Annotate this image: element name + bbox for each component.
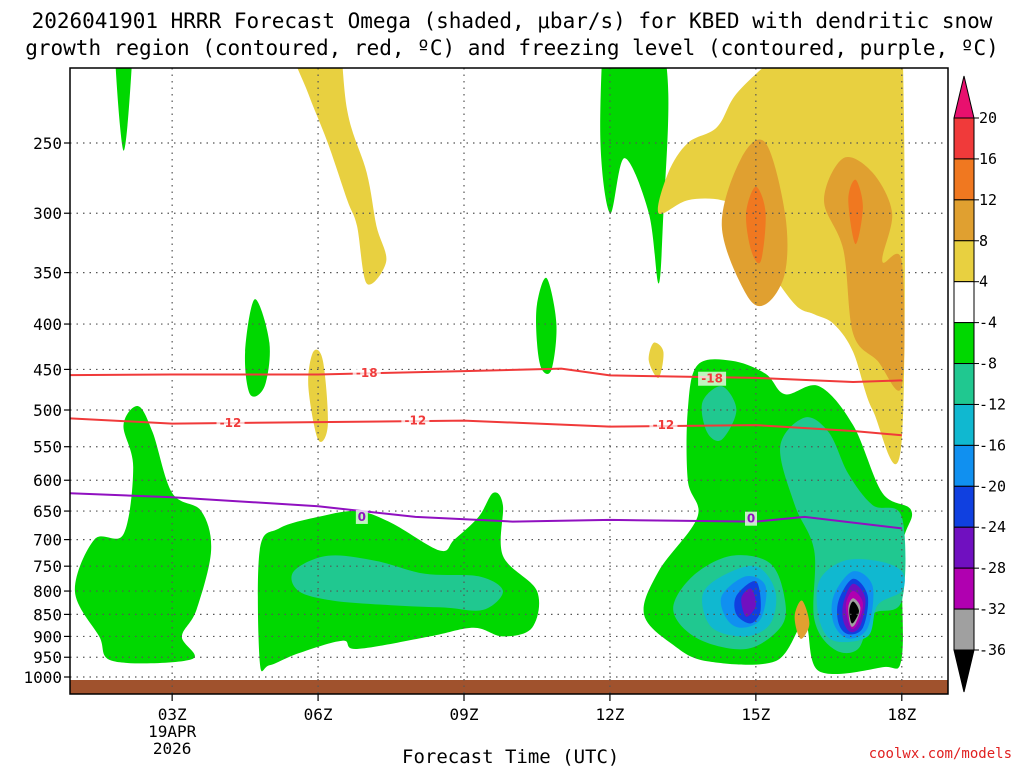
- y-tick-label-250: 250: [33, 134, 62, 153]
- y-tick-label-300: 300: [33, 204, 62, 223]
- chart-title: 2026041901 HRRR Forecast Omega (shaded, …: [0, 8, 1024, 62]
- colorbar-tick-label-12: -32: [979, 600, 1006, 618]
- contour-line-2: [70, 492, 902, 530]
- colorbar-segment-12: [953, 567, 975, 610]
- y-tick-label-1000: 1000: [23, 668, 62, 687]
- colorbar-segment-13: [953, 608, 975, 651]
- y-tick-label-550: 550: [33, 438, 62, 457]
- contour-label-bg-5: [355, 509, 368, 524]
- colorbar-tick-label-6: -8: [979, 355, 997, 373]
- omega-shading: -18 -18 -12 -12 -12 0 0: [70, 68, 948, 694]
- omega-region-23: [308, 349, 328, 442]
- x-axis-label: Forecast Time (UTC): [402, 746, 620, 768]
- y-tick-label-950: 950: [33, 648, 62, 667]
- omega-region-2: [244, 299, 270, 397]
- colorbar-segment-3: [953, 199, 975, 242]
- colorbar-tick-label-10: -24: [979, 518, 1006, 536]
- y-tick-label-600: 600: [33, 471, 62, 490]
- omega-region-22: [297, 68, 387, 285]
- x-tick-label-15Z: 15Z: [741, 705, 770, 724]
- x-tick-label-09Z: 09Z: [450, 705, 479, 724]
- omega-region-30: [848, 179, 863, 245]
- omega-region-0: [115, 68, 132, 151]
- chart-title-line1: 2026041901 HRRR Forecast Omega (shaded, …: [31, 9, 993, 33]
- colorbar-segment-9: [953, 444, 975, 487]
- omega-region-4: [536, 277, 557, 374]
- colorbar-segment-7: [953, 363, 975, 405]
- y-tick-label-900: 900: [33, 627, 62, 646]
- y-tick-label-400: 400: [33, 315, 62, 334]
- omega-region-27: [824, 156, 905, 391]
- y-tick-label-700: 700: [33, 531, 62, 550]
- colorbar-segment-2: [953, 158, 975, 201]
- colorbar-tick-label-4: 4: [979, 273, 988, 291]
- contour-line-1: [70, 417, 902, 437]
- omega-region-28: [794, 600, 810, 639]
- colorbar-top-arrow: [953, 75, 975, 119]
- y-tick-label-750: 750: [33, 557, 62, 576]
- colorbar-tick-label-7: -12: [979, 395, 1006, 413]
- y-tick-label-850: 850: [33, 605, 62, 624]
- y-tick-label-800: 800: [33, 582, 62, 601]
- date-label-line-1: 2026: [153, 739, 192, 758]
- omega-region-5: [600, 68, 669, 284]
- x-tick-label-12Z: 12Z: [595, 705, 624, 724]
- omega-region-24: [648, 342, 664, 379]
- contour-label-bg-4: [649, 418, 678, 433]
- source-credit: coolwx.com/models: [868, 746, 1012, 762]
- y-tick-label-650: 650: [33, 502, 62, 521]
- colorbar-tick-label-0: 20: [979, 109, 997, 127]
- contour-label-bg-0: [352, 365, 381, 380]
- colorbar-segment-4: [953, 240, 975, 283]
- x-tick-label-03Z: 03Z: [158, 705, 187, 724]
- omega-region-1: [74, 406, 212, 664]
- colorbar-tick-label-8: -16: [979, 436, 1006, 454]
- contour-label-3: -12: [405, 414, 427, 428]
- colorbar-tick-label-2: 12: [979, 191, 997, 209]
- colorbar-segment-6: [953, 322, 975, 365]
- colorbar-tick-label-11: -28: [979, 559, 1006, 577]
- colorbar-tick-label-1: 16: [979, 150, 997, 168]
- y-tick-label-450: 450: [33, 360, 62, 379]
- colorbar-tick-label-9: -20: [979, 477, 1006, 495]
- chart-title-line2: growth region (contoured, red, ºC) and f…: [25, 36, 999, 60]
- contour-label-1: -18: [701, 372, 723, 386]
- colorbar-segment-1: [953, 117, 975, 160]
- x-tick-label-18Z: 18Z: [887, 705, 916, 724]
- contour-label-5: 0: [358, 510, 366, 524]
- colorbar-tick-label-5: -4: [979, 314, 997, 332]
- omega-region-7: [291, 555, 503, 611]
- y-tick-label-350: 350: [33, 264, 62, 283]
- colorbar-tick-label-13: -36: [979, 641, 1006, 659]
- colorbar-segment-8: [953, 403, 975, 446]
- contour-label-4: -12: [653, 418, 675, 432]
- terrain-strip: [70, 680, 948, 694]
- colorbar-tick-label-3: 8: [979, 232, 988, 250]
- date-label-line-0: 19APR: [148, 722, 197, 741]
- y-tick-label-500: 500: [33, 401, 62, 420]
- plot-frame: [69, 67, 949, 695]
- colorbar-segment-11: [953, 526, 975, 569]
- contour-label-2: -12: [220, 416, 242, 430]
- contour-line-0: [70, 367, 902, 384]
- colorbar-bottom-arrow: [953, 649, 975, 693]
- contour-label-bg-3: [401, 413, 430, 428]
- x-tick-label-06Z: 06Z: [304, 705, 333, 724]
- contour-label-bg-6: [744, 511, 757, 526]
- omega-region-21: [849, 601, 860, 624]
- contour-label-6: 0: [747, 512, 755, 526]
- colorbar-segment-10: [953, 485, 975, 528]
- contour-label-bg-1: [698, 371, 727, 386]
- omega-region-17: [741, 588, 757, 617]
- omega-region-8: [701, 386, 737, 441]
- contour-label-0: -18: [356, 366, 378, 380]
- colorbar-segment-5: [953, 281, 975, 324]
- contour-label-bg-2: [216, 415, 245, 430]
